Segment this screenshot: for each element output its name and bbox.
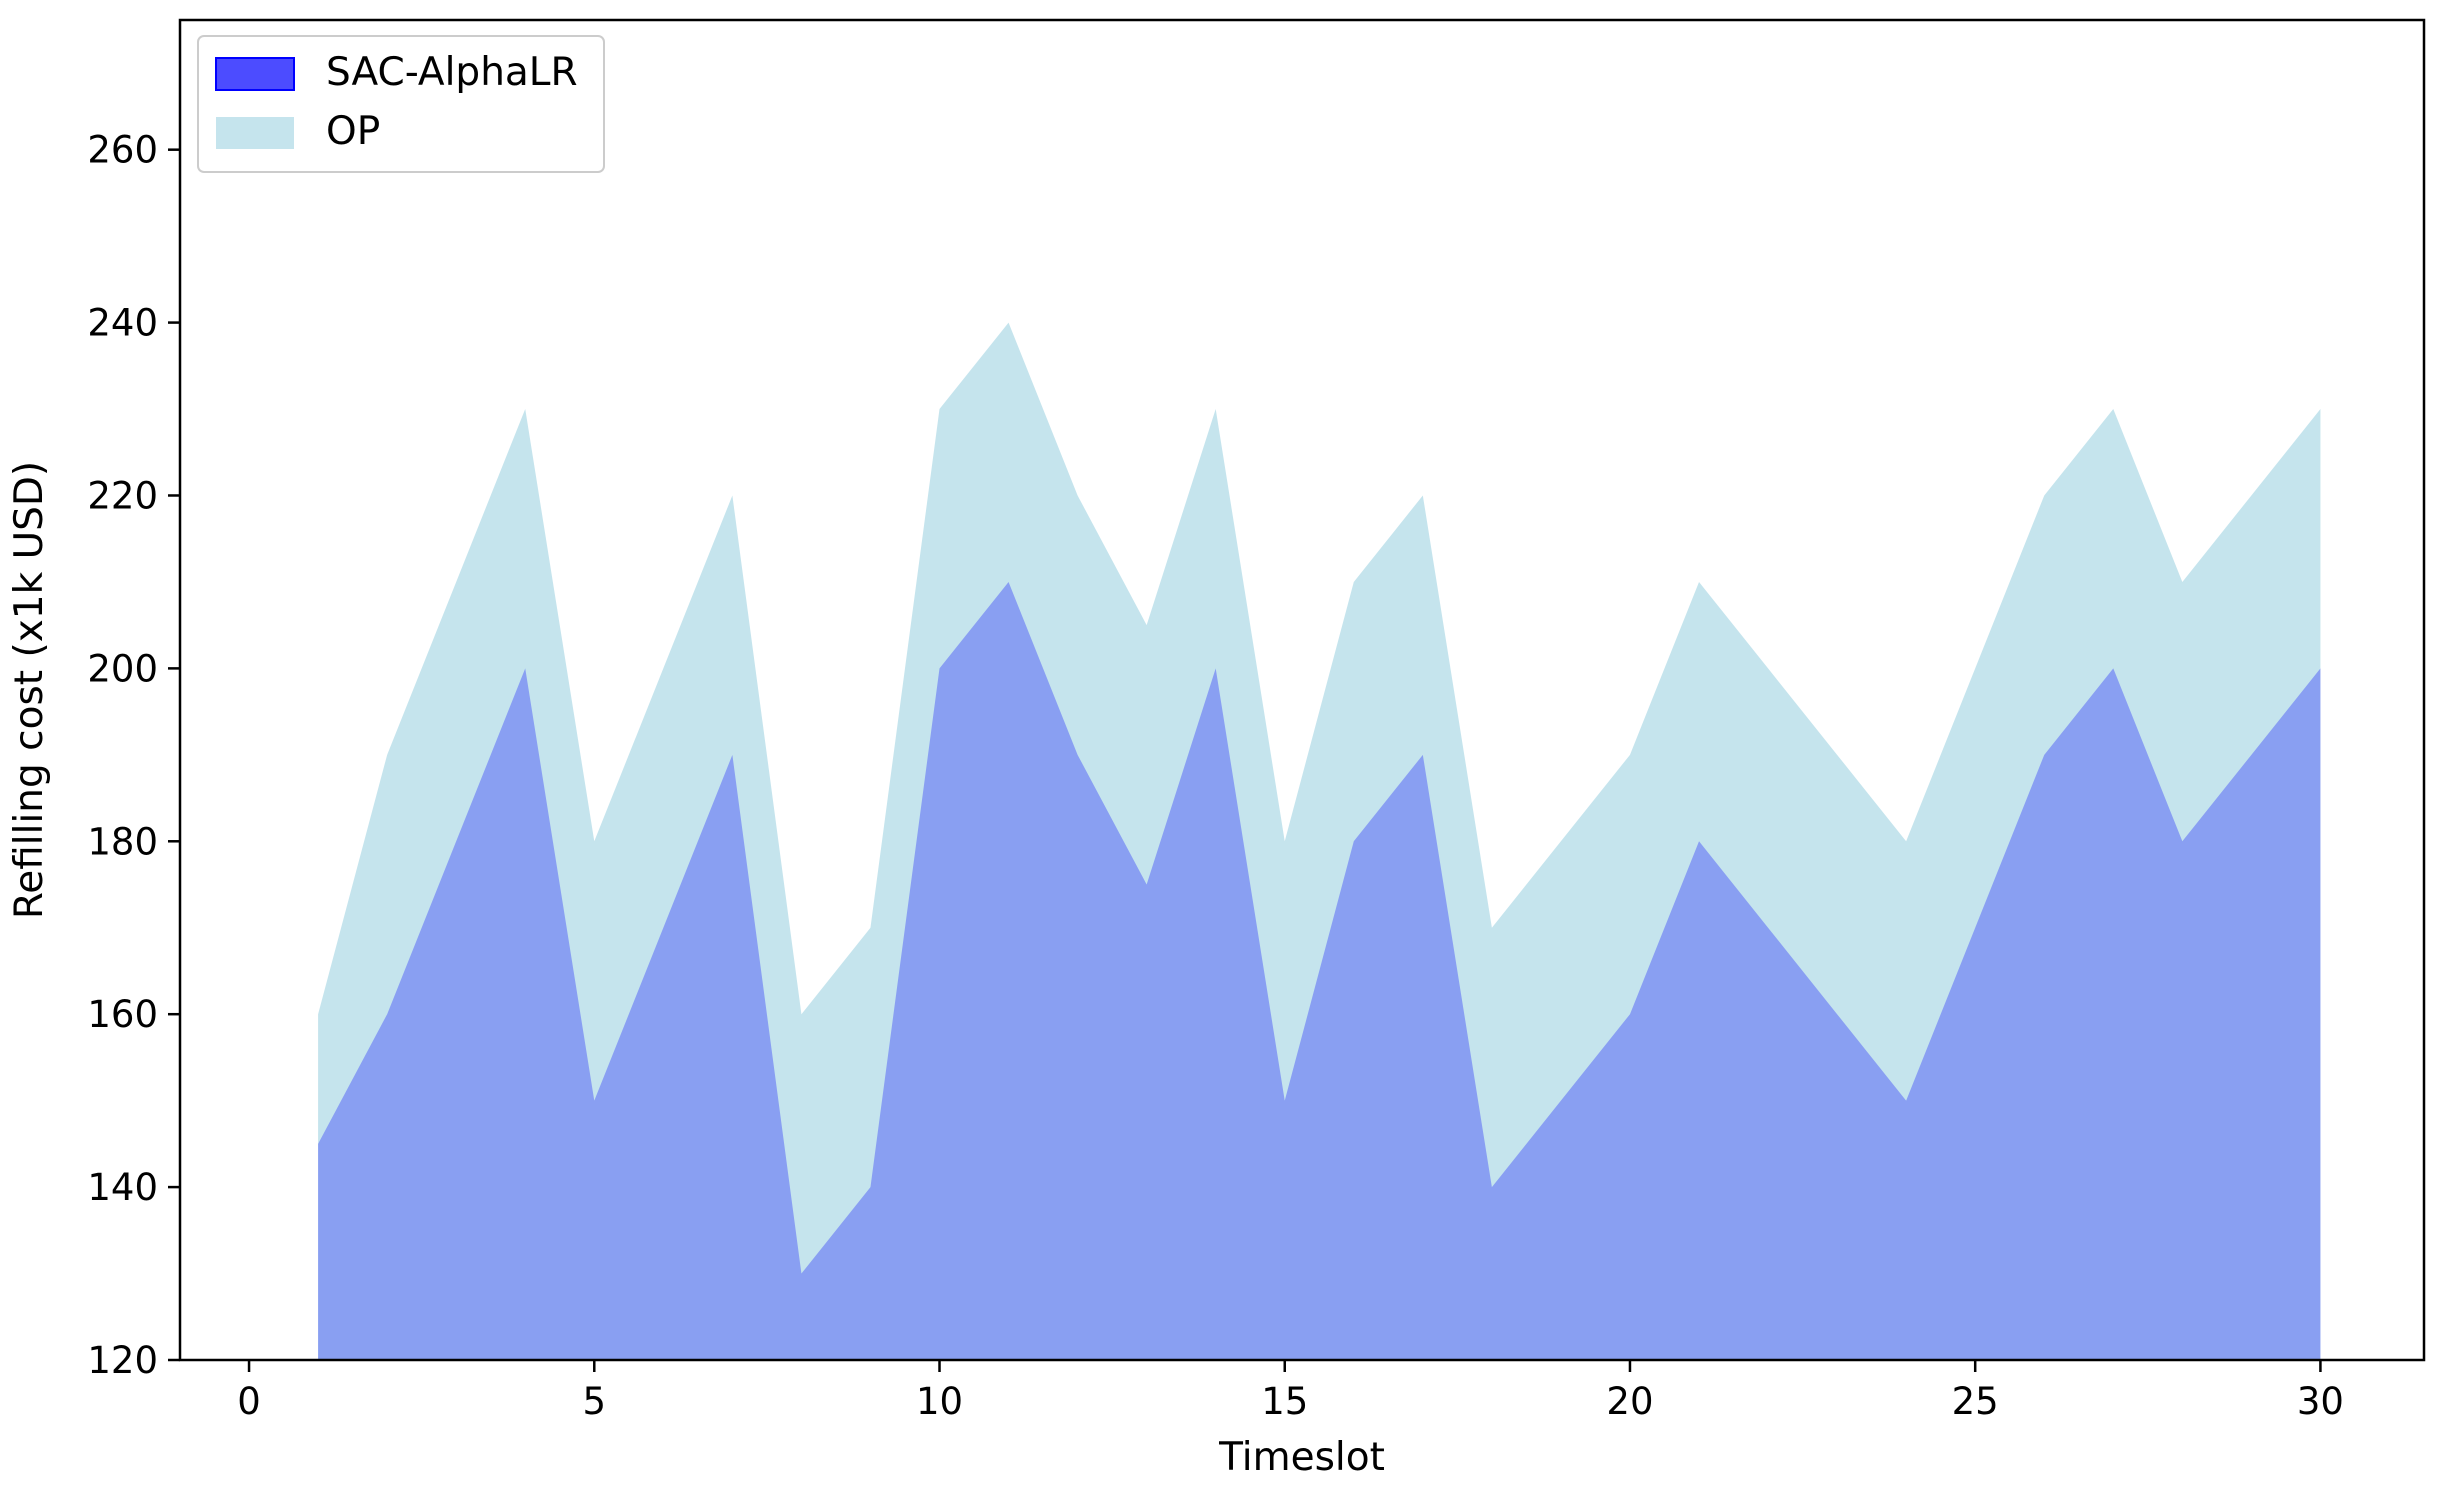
x-tick-label: 15 [1261,1380,1308,1423]
plot-frame [178,18,2426,1362]
series-layer [318,322,2321,1361]
area-series-sac-alphalr [318,581,2321,1360]
y-tick-label: 260 [87,129,158,172]
y-axis: 120 140 160 180 200 220 240 260 [87,129,180,1382]
legend-swatch-op [216,117,294,149]
x-tick-label: 25 [1952,1380,1999,1423]
y-tick-label: 140 [87,1166,158,1209]
legend-label-sac-alphalr: SAC-AlphaLR [326,50,578,95]
x-tick-label: 10 [916,1380,963,1423]
area-series-op [318,322,2321,1361]
legend-swatch-sac-alphalr [215,57,295,91]
y-tick-label: 240 [87,302,158,345]
legend: SAC-AlphaLR OP [197,35,605,173]
x-tick-label: 5 [583,1380,607,1423]
x-tick-label: 20 [1606,1380,1653,1423]
y-tick-label: 160 [87,993,158,1036]
y-tick-label: 120 [87,1339,158,1382]
x-axis-title: Timeslot [1218,1435,1385,1480]
x-tick-label: 0 [237,1380,261,1423]
y-tick-label: 220 [87,474,158,517]
legend-label-op: OP [326,109,380,154]
x-axis: 0 5 10 15 20 25 30 [237,1360,2344,1423]
y-axis-title: Refilling cost (x1k USD) [7,461,52,919]
legend-frame [197,35,605,173]
y-tick-label: 200 [87,647,158,690]
y-tick-label: 180 [87,820,158,863]
x-tick-label: 30 [2297,1380,2344,1423]
